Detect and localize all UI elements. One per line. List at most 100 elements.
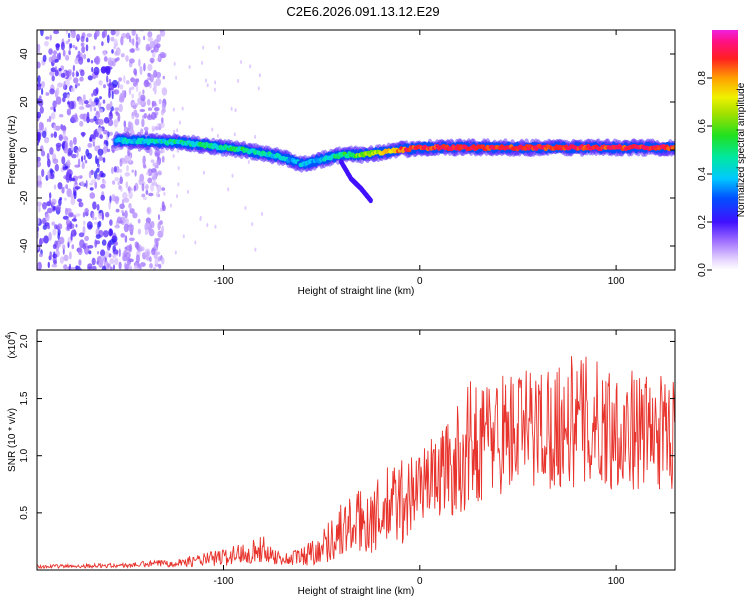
noise-cell <box>112 249 119 255</box>
noise-cell <box>64 141 69 150</box>
noise-cell <box>143 62 146 72</box>
noise-cell <box>152 52 156 58</box>
noise-cell <box>143 113 148 118</box>
noise-cell <box>150 220 155 229</box>
noise-cell <box>121 198 125 205</box>
noise-cell <box>46 118 49 123</box>
snr-frame <box>36 329 676 571</box>
noise-cell <box>37 180 41 188</box>
noise-cell <box>102 179 107 185</box>
sparse-noise-cell <box>251 222 254 227</box>
sparse-noise-cell <box>173 61 176 66</box>
noise-cell <box>93 66 100 76</box>
noise-cell <box>113 166 117 173</box>
colorbar-tick-label: 0.0 <box>697 263 708 277</box>
noise-cell <box>65 54 70 61</box>
noise-cell <box>62 49 66 57</box>
noise-cell <box>153 44 159 53</box>
noise-cell <box>106 75 109 83</box>
snr-x-ticks: -100 0 100 <box>213 330 625 587</box>
noise-cell <box>83 155 86 161</box>
noise-cell <box>69 220 73 230</box>
noise-cell <box>92 212 95 221</box>
noise-cell <box>128 243 133 253</box>
noise-cell <box>103 30 107 38</box>
noise-cell <box>147 72 151 77</box>
snr-y-multiplier: (x104) <box>4 331 18 358</box>
noise-cell <box>88 171 92 179</box>
noise-cell <box>147 63 153 72</box>
noise-cell <box>115 111 119 116</box>
noise-cell <box>66 71 72 77</box>
noise-cell <box>151 248 156 256</box>
noise-cell <box>37 43 41 52</box>
noise-cell <box>143 35 146 41</box>
noise-cell <box>84 208 89 214</box>
sparse-noise-cell <box>206 83 209 88</box>
noise-cell <box>133 185 136 192</box>
noise-cell <box>158 263 162 269</box>
noise-cell <box>161 87 168 96</box>
spectrogram-y-tick-label: -20 <box>19 190 30 205</box>
noise-cell <box>50 112 56 120</box>
noise-cell <box>154 86 157 95</box>
noise-cell <box>75 213 81 217</box>
noise-cell <box>54 163 59 172</box>
noise-cell <box>131 30 136 36</box>
noise-cell <box>65 174 70 183</box>
noise-cell <box>38 253 43 258</box>
noise-cell <box>157 193 161 198</box>
noise-cell <box>151 181 158 187</box>
snr-y-tick-label: 2.0 <box>19 334 30 348</box>
noise-cell <box>147 77 152 81</box>
noise-cell <box>114 107 120 112</box>
noise-cell <box>123 75 126 84</box>
noise-cell <box>41 237 44 244</box>
noise-cell <box>141 193 146 198</box>
snr-y-tick-label: 0.5 <box>19 505 30 519</box>
noise-cell <box>65 30 68 35</box>
noise-cell <box>135 41 139 49</box>
sparse-noise-cell <box>214 224 217 229</box>
noise-cell <box>38 98 44 107</box>
noise-cell <box>161 117 164 124</box>
noise-cell <box>77 198 83 203</box>
noise-cell <box>91 179 96 184</box>
noise-cell <box>117 181 120 186</box>
noise-cell <box>58 236 65 245</box>
noise-cell <box>45 92 50 96</box>
noise-cell <box>78 259 82 266</box>
noise-cell <box>44 136 50 144</box>
sparse-noise-cell <box>257 86 260 91</box>
noise-cell <box>49 88 55 95</box>
sparse-noise-cell <box>149 84 152 89</box>
colorbar-tick-label: 0.4 <box>697 167 708 181</box>
noise-cell <box>125 251 131 259</box>
noise-cell <box>49 34 52 41</box>
noise-cell <box>120 36 124 46</box>
noise-cell <box>74 112 78 120</box>
noise-cell <box>78 106 85 110</box>
sparse-noise-cell <box>216 133 219 138</box>
noise-cell <box>131 93 134 99</box>
noise-cell <box>96 110 99 116</box>
noise-cell <box>51 201 55 206</box>
snr-y-tick-label: 1.0 <box>19 448 30 462</box>
noise-cell <box>55 205 61 211</box>
noise-cell <box>57 182 63 190</box>
noise-cell <box>82 225 86 235</box>
noise-cell <box>126 257 132 266</box>
noise-cell <box>105 140 109 147</box>
noise-cell <box>72 71 75 78</box>
noise-cell <box>120 53 125 58</box>
noise-cell <box>143 126 149 131</box>
noise-cell <box>125 263 129 270</box>
sparse-noise-cell <box>176 128 179 133</box>
noise-cell <box>96 260 99 265</box>
noise-cell <box>124 246 128 250</box>
noise-cell <box>53 50 57 55</box>
noise-cell <box>53 260 57 265</box>
snr-x-tick-label: -100 <box>213 576 233 587</box>
noise-cell <box>144 222 149 227</box>
noise-cell <box>123 120 127 128</box>
